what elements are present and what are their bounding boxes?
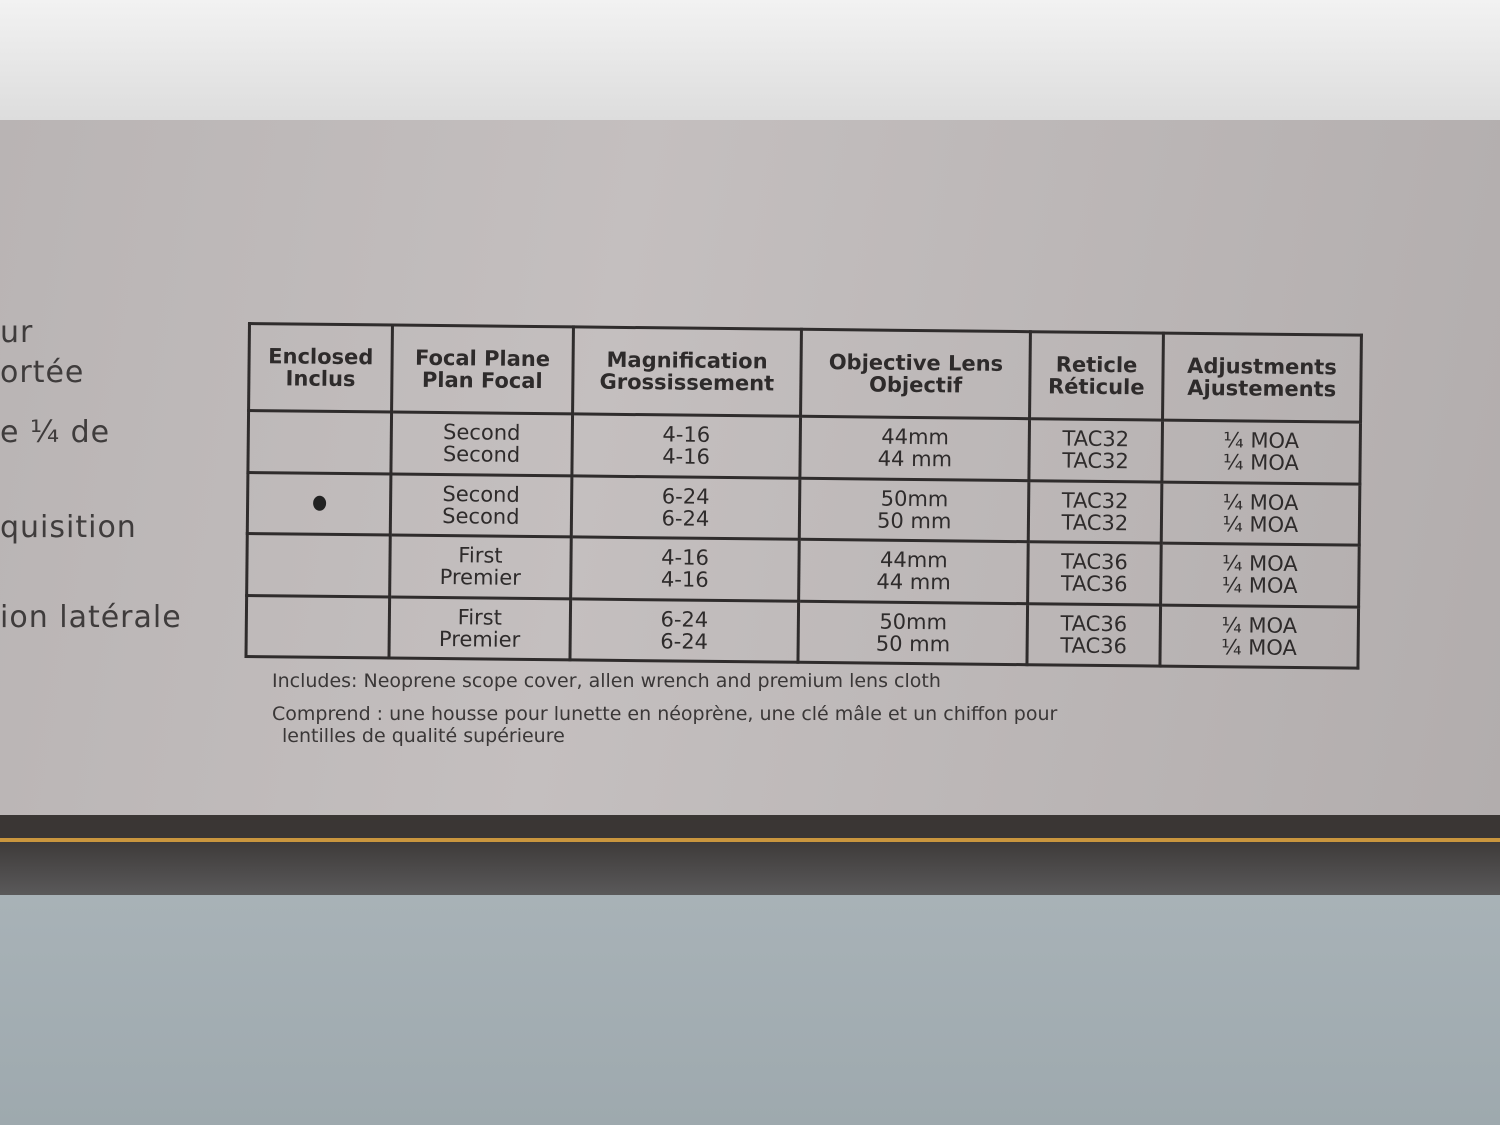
enclosed-cell <box>246 533 391 597</box>
cell-line: 6-24 <box>660 607 709 632</box>
header-label: Focal Plane <box>414 345 551 372</box>
table-cell: Second Second <box>391 412 573 476</box>
cell-line: TAC36 <box>1060 633 1128 658</box>
cell-line: Premier <box>438 626 521 652</box>
cell-line: ¼ MOA <box>1222 489 1299 515</box>
side-text: ur <box>0 315 34 350</box>
cell-line: TAC32 <box>1062 448 1129 474</box>
table-surface <box>0 895 1500 1125</box>
table-cell: ¼ MOA ¼ MOA <box>1161 420 1361 484</box>
side-text: quisition <box>0 510 137 545</box>
column-header: Focal Plane Plan Focal <box>391 325 573 414</box>
cell-line: First <box>458 543 503 568</box>
enclosed-cell <box>247 472 392 536</box>
cell-line: 44 mm <box>876 569 951 595</box>
cell-line: TAC32 <box>1061 510 1129 535</box>
cell-line: ¼ MOA <box>1223 450 1299 476</box>
accent-stripe <box>0 838 1500 842</box>
cell-line: 6-24 <box>660 629 709 654</box>
table-cell: TAC32 TAC32 <box>1028 480 1162 544</box>
side-text: ion latérale <box>0 600 182 635</box>
cell-line: 44 mm <box>877 446 953 472</box>
enclosed-cell <box>245 595 390 658</box>
header-label: Ajustements <box>1187 375 1337 402</box>
cell-line: ¼ MOA <box>1221 634 1298 660</box>
table-cell: TAC36 TAC36 <box>1027 541 1162 605</box>
cell-line: TAC32 <box>1062 426 1130 452</box>
header-label: Grossissement <box>599 369 775 396</box>
side-text: ortée <box>0 355 85 390</box>
table-cell: 44mm 44 mm <box>800 416 1030 481</box>
cell-line: TAC36 <box>1060 571 1128 597</box>
table-row: First Premier 6-24 6-24 50mm 50 mm TAC36 TAC36 ¼… <box>245 595 1359 669</box>
table-cell: Second Second <box>390 473 572 537</box>
cell-line: Premier <box>439 565 521 591</box>
cell-line: Second <box>442 503 520 529</box>
table-row: Second Second 6-24 6-24 50mm 50 mm TAC32 TAC32 ¼… <box>247 472 1360 546</box>
table-cell: ¼ MOA ¼ MOA <box>1161 481 1360 546</box>
cell-line: 4-16 <box>661 545 710 571</box>
cell-line: Second <box>442 442 521 468</box>
table-cell: First Premier <box>389 596 571 660</box>
column-header: Magnification Grossissement <box>572 326 802 417</box>
cell-line: 6-24 <box>661 484 710 509</box>
column-header: Reticle Réticule <box>1029 331 1164 421</box>
table-cell: ¼ MOA ¼ MOA <box>1159 604 1359 669</box>
table-cell: TAC36 TAC36 <box>1027 603 1161 667</box>
cell-line: ¼ MOA <box>1221 612 1298 638</box>
cell-line: 4-16 <box>660 567 709 593</box>
cell-line: 50mm <box>879 609 948 635</box>
includes-french-cont: lentilles de qualité supérieure <box>282 725 565 747</box>
column-header: Objective Lens Objectif <box>801 329 1031 419</box>
box-panel <box>0 120 1500 820</box>
cell-line: ¼ MOA <box>1223 428 1300 454</box>
header-label: Objectif <box>868 372 963 398</box>
cell-line: 44mm <box>881 424 950 450</box>
table-cell: 6-24 6-24 <box>569 598 800 663</box>
header-label: Objective Lens <box>828 350 1004 376</box>
column-header: Enclosed Inclus <box>248 323 393 413</box>
cell-line: 44mm <box>879 547 948 573</box>
table-cell: 4-16 4-16 <box>570 536 800 601</box>
table-cell: 44mm 44 mm <box>799 539 1029 604</box>
cell-line: Second <box>442 481 520 507</box>
table-cell: TAC32 TAC32 <box>1029 418 1163 482</box>
cell-line: ¼ MOA <box>1222 511 1299 537</box>
enclosed-cell <box>247 410 392 474</box>
header-label: Enclosed <box>268 344 374 370</box>
table-row: Second Second 4-16 4-16 44mm 44 mm TAC32 TAC32 ¼… <box>247 410 1361 484</box>
cell-line: 6-24 <box>661 506 710 531</box>
spec-table: Enclosed Inclus Focal Plane Plan Focal Magni… <box>244 322 1362 670</box>
cell-line: ¼ MOA <box>1221 551 1298 577</box>
cell-line: TAC32 <box>1061 488 1129 513</box>
table-row: First Premier 4-16 4-16 44mm 44 mm TAC36 TAC36 ¼… <box>246 533 1360 607</box>
cell-line: ¼ MOA <box>1221 573 1298 599</box>
header-label: Réticule <box>1047 374 1145 400</box>
cell-line: 50mm <box>880 486 949 512</box>
includes-french: Comprend : une housse pour lunette en né… <box>272 703 1058 725</box>
cell-line: 50 mm <box>876 508 952 534</box>
header-label: Inclus <box>285 366 356 392</box>
table-cell: First Premier <box>389 535 571 599</box>
box-edge <box>0 842 1500 897</box>
side-text: e ¼ de <box>0 415 111 450</box>
table-cell: 6-24 6-24 <box>570 475 801 540</box>
cell-line: TAC36 <box>1060 611 1128 636</box>
cell-line: 4-16 <box>662 444 711 470</box>
cell-line: 50 mm <box>875 631 951 657</box>
table-cell: 50mm 50 mm <box>799 477 1030 542</box>
cell-line: First <box>457 604 503 630</box>
background-top <box>0 0 1500 125</box>
cell-line: Second <box>442 420 521 446</box>
enclosed-dot-icon <box>312 495 326 511</box>
header-label: Reticle <box>1055 352 1138 378</box>
header-label: Plan Focal <box>421 367 543 394</box>
includes-english: Includes: Neoprene scope cover, allen wr… <box>272 670 941 692</box>
cell-line: 4-16 <box>662 422 711 448</box>
column-header: Adjustments Ajustements <box>1162 333 1362 423</box>
cell-line: TAC36 <box>1061 549 1128 575</box>
table-cell: 50mm 50 mm <box>798 600 1028 665</box>
table-cell: ¼ MOA ¼ MOA <box>1160 543 1360 607</box>
table-cell: 4-16 4-16 <box>571 413 802 478</box>
